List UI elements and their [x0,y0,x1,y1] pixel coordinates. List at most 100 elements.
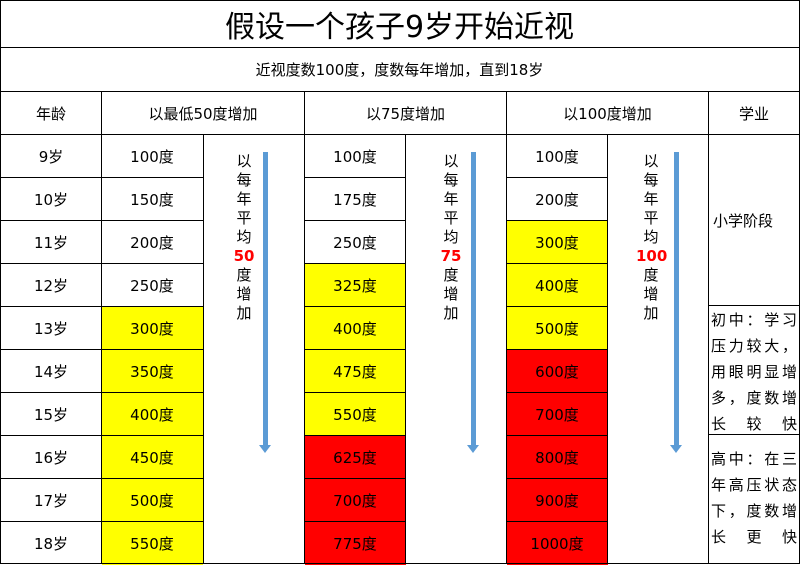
subtitle: 近视度数100度，度数每年增加，直到18岁 [255,61,544,79]
grid-line [708,434,800,435]
grid-line [506,306,608,307]
stage-junior: 初中：学习压力较大，用眼明显增多，度数增长较快 [711,311,797,433]
grid-line [0,435,102,436]
grid-line [506,91,507,564]
header-age: 年龄 [35,104,66,123]
grid-line [0,47,800,48]
arrow-char: 度 [443,266,459,284]
degree-50-cell: 450度 [130,449,174,467]
grid-line [0,263,102,264]
arrow-label-75: 以每年平均 75 度增加 [436,152,466,323]
arrow-char: 年 [236,190,252,208]
age-cell: 16岁 [33,449,69,467]
header-col50: 以最低50度增加 [148,104,258,123]
degree-50-cell: 100度 [130,148,174,166]
grid-line [506,478,608,479]
age-cell: 13岁 [33,320,69,338]
degree-100-cell: 700度 [535,406,579,424]
degree-100-cell: 400度 [535,277,579,295]
arrow-char: 年 [643,190,659,208]
degree-75-cell: 625度 [333,449,377,467]
age-cell: 18岁 [33,535,69,553]
grid-line [506,521,608,522]
grid-line [0,478,102,479]
arrow-50-icon [259,152,271,453]
grid-line [0,392,102,393]
degree-50-cell: 200度 [130,234,174,252]
arrow-char: 以 [643,152,659,170]
degree-100-cell: 800度 [535,449,579,467]
cell-fill-d50 [102,393,203,436]
arrow-rate-number: 100 [636,247,668,265]
grid-line [506,392,608,393]
grid-line [101,435,204,436]
degree-50-cell: 350度 [130,363,174,381]
stage-primary: 小学阶段 [713,211,774,230]
cell-fill-d75 [305,307,406,350]
arrow-char: 年 [443,190,459,208]
header-study: 学业 [738,104,769,123]
grid-line [101,91,102,564]
arrow-char: 增 [443,285,459,303]
degree-50-cell: 400度 [130,406,174,424]
stage-senior: 高中：在三年高压状态下，度数增长更快 [711,450,797,546]
arrow-char: 增 [643,285,659,303]
degree-75-cell: 550度 [333,406,377,424]
arrow-rate-number: 75 [440,247,462,265]
degree-100-cell: 600度 [535,363,579,381]
degree-50-cell: 250度 [130,277,174,295]
arrow-75-icon [467,152,479,453]
cell-fill-d50 [102,436,203,479]
grid-line [101,220,204,221]
grid-line [0,521,102,522]
arrow-char: 加 [236,304,252,322]
cell-fill-d100 [507,350,608,393]
degree-50-cell: 150度 [130,191,174,209]
grid-line [101,177,204,178]
cell-fill-d75 [305,436,406,479]
arrow-char: 每 [443,171,459,189]
cell-fill-d100 [507,393,608,436]
degree-100-cell: 900度 [535,492,579,510]
grid-line [101,392,204,393]
grid-line [506,220,608,221]
cell-fill-d75 [305,264,406,307]
arrow-char: 平 [643,209,659,227]
grid-line [506,349,608,350]
cell-fill-d100 [507,436,608,479]
grid-line [304,177,406,178]
cell-fill-d75 [305,350,406,393]
degree-75-cell: 100度 [333,148,377,166]
arrow-char: 度 [236,266,252,284]
header-col100: 以100度增加 [563,104,652,123]
grid-line [101,306,204,307]
cell-fill-d100 [507,307,608,350]
arrow-char: 平 [236,209,252,227]
arrow-char: 以 [236,152,252,170]
arrow-char: 以 [443,152,459,170]
grid-line [304,435,406,436]
header-col75: 以75度增加 [365,104,446,123]
grid-line [304,478,406,479]
arrow-char: 均 [236,228,252,246]
grid-line [708,305,800,306]
degree-100-cell: 100度 [535,148,579,166]
cell-fill-d50 [102,522,203,565]
grid-line [0,0,1,564]
grid-line [304,220,406,221]
age-cell: 12岁 [33,277,69,295]
grid-line [101,521,204,522]
age-cell: 15岁 [33,406,69,424]
grid-line [0,134,800,135]
grid-line [0,0,800,1]
age-cell: 11岁 [33,234,69,252]
degree-75-cell: 775度 [333,535,377,553]
cell-fill-d75 [305,479,406,522]
grid-line [101,349,204,350]
arrow-label-100: 以每年平均 100 度增加 [636,152,668,323]
cell-fill-d100 [507,221,608,264]
arrow-char: 度 [643,266,659,284]
arrow-char: 每 [643,171,659,189]
degree-75-cell: 400度 [333,320,377,338]
